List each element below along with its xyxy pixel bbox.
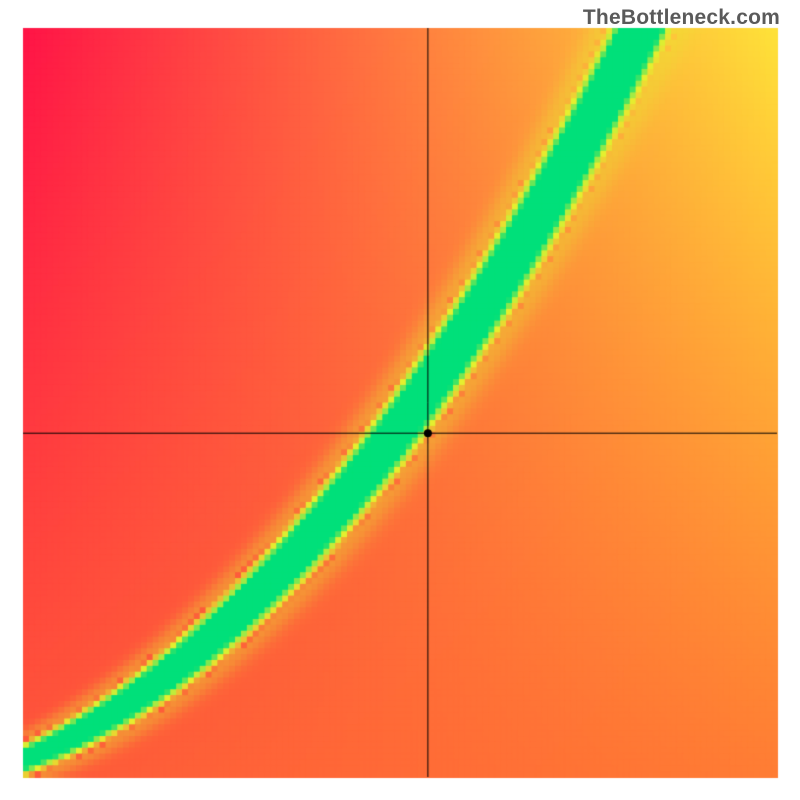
watermark-label: TheBottleneck.com (583, 6, 780, 30)
bottleneck-heatmap (0, 0, 800, 800)
